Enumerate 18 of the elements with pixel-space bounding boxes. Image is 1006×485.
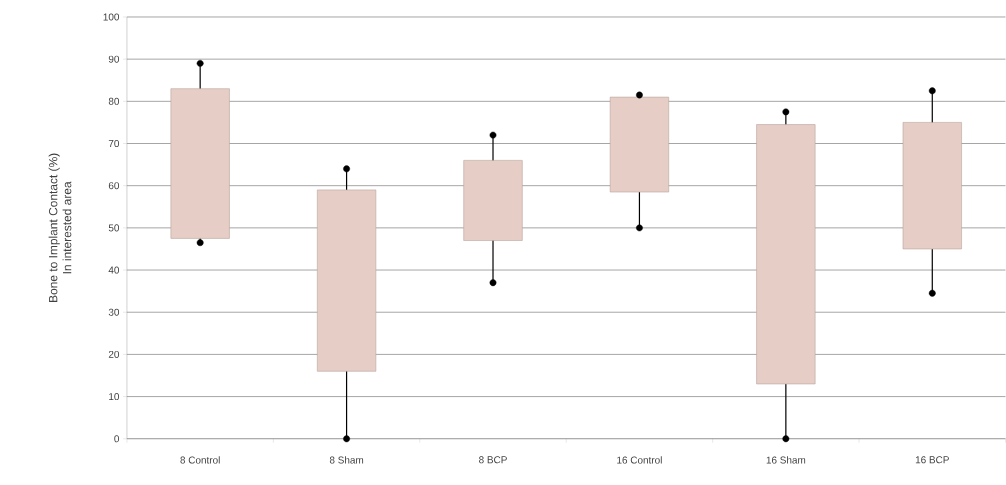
x-tick-label: 8 Control bbox=[180, 456, 220, 464]
y-tick-label: 10 bbox=[109, 393, 120, 401]
x-tick-label: 16 Control bbox=[617, 456, 662, 464]
y-tick-label: 0 bbox=[114, 435, 120, 443]
y-tick-label: 30 bbox=[108, 308, 120, 316]
y-tick-label: 100 bbox=[103, 13, 120, 21]
y-tick-label: 70 bbox=[108, 140, 120, 148]
x-tick-label: 16 Sham bbox=[766, 456, 806, 464]
y-tick-label: 80 bbox=[108, 97, 120, 105]
y-tick-label: 60 bbox=[108, 182, 120, 190]
x-tick-label: 8 Sham bbox=[329, 456, 364, 464]
y-tick-label: 20 bbox=[108, 351, 120, 359]
x-tick-label: 16 BCP bbox=[915, 456, 949, 464]
y-tick-label: 40 bbox=[108, 266, 120, 274]
y-axis-title: Bone to Implant Contact (%) In interested area bbox=[48, 153, 72, 303]
x-tick-label: 8 BCP bbox=[479, 456, 507, 464]
y-tick-label: 90 bbox=[108, 55, 120, 63]
y-tick-label: 50 bbox=[108, 224, 120, 232]
